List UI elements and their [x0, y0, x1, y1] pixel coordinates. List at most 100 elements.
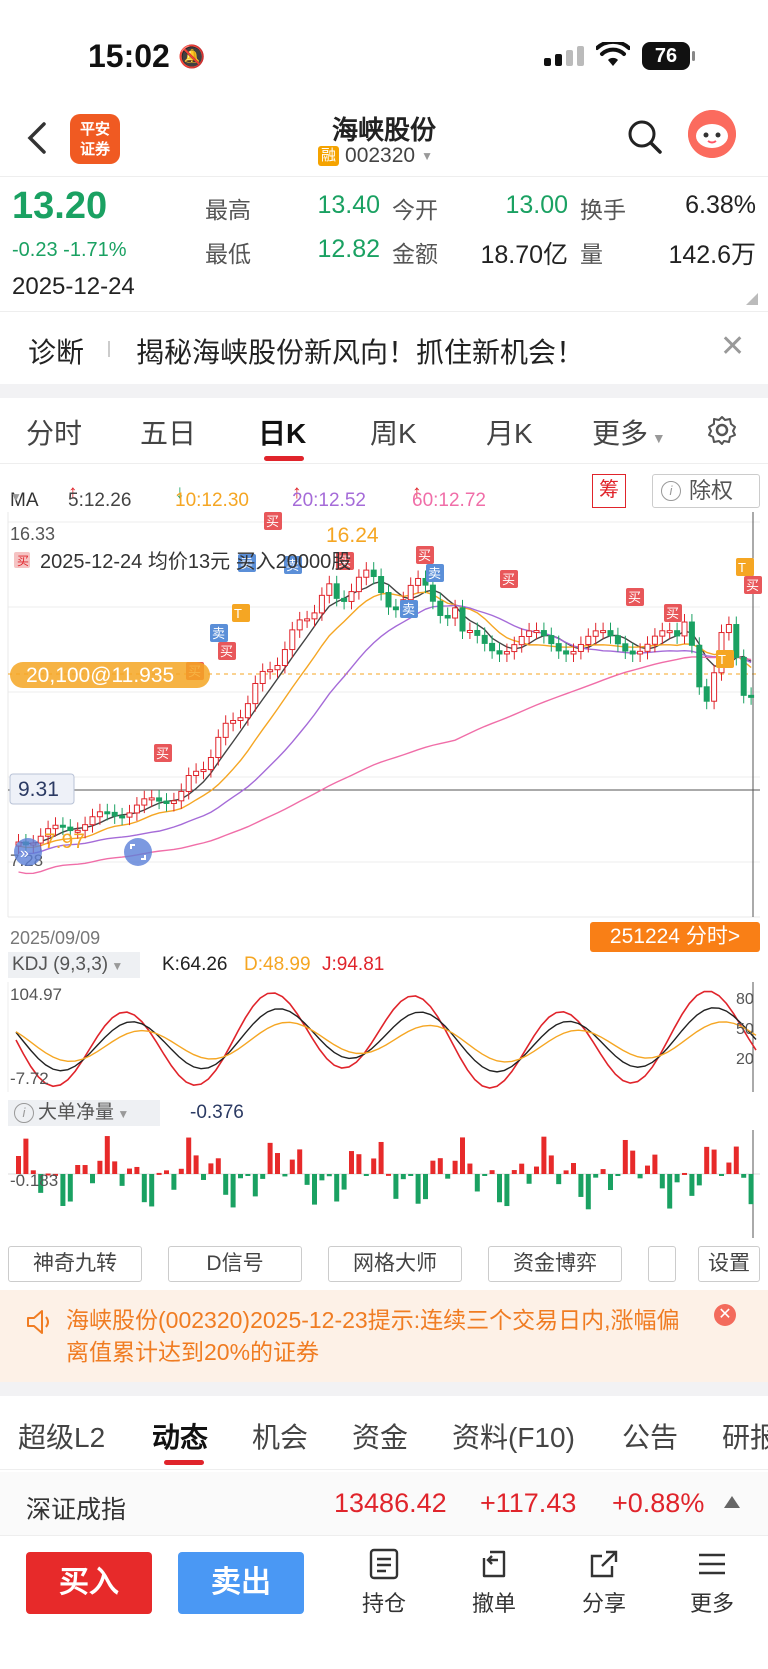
- chip-distribution-button[interactable]: 筹: [592, 474, 626, 508]
- expand-up-icon[interactable]: [724, 1496, 740, 1508]
- dadan-chart[interactable]: -0.183: [0, 1130, 768, 1238]
- buy-button[interactable]: 买入: [26, 1552, 152, 1614]
- dadan-bar: [482, 1174, 488, 1176]
- fullscreen-icon[interactable]: [124, 838, 152, 866]
- kdj-k-line: [15, 1007, 757, 1073]
- kdj-k-value: K:64.26: [162, 954, 228, 975]
- indicator-button[interactable]: 网格大师: [328, 1246, 462, 1282]
- dadan-bar: [400, 1174, 406, 1180]
- dadan-bar: [67, 1174, 73, 1202]
- document-icon: [369, 1548, 399, 1580]
- peak-price-label: 16.24: [326, 524, 379, 547]
- holdings-button[interactable]: 持仓: [344, 1546, 424, 1618]
- amount-label: 金额: [392, 241, 438, 267]
- speaker-icon: [27, 1310, 49, 1334]
- position-label-bg[interactable]: [10, 662, 210, 688]
- diagnosis-text[interactable]: 揭秘海峡股份新风向！抓住新机会！: [136, 337, 585, 368]
- dadan-bar: [245, 1174, 251, 1176]
- tab-news[interactable]: 动态: [152, 1422, 209, 1453]
- tab-research[interactable]: 研报: [722, 1422, 768, 1453]
- index-change-pct: +0.88%: [612, 1488, 705, 1518]
- trade-marker-label: T: [234, 606, 242, 621]
- sell-button[interactable]: 卖出: [178, 1552, 304, 1614]
- tab-funds[interactable]: 资金: [352, 1422, 409, 1453]
- dadan-bar: [326, 1174, 332, 1177]
- ex-rights-button[interactable]: i 除权: [652, 474, 760, 508]
- tab-day-k[interactable]: 日K: [258, 418, 307, 449]
- dadan-bar: [467, 1163, 473, 1174]
- indicator-button[interactable]: 神奇九转: [8, 1246, 142, 1282]
- volume-value: 142.6万: [668, 241, 756, 269]
- share-button[interactable]: 分享: [564, 1546, 644, 1618]
- dadan-bar: [82, 1165, 88, 1174]
- quote-panel[interactable]: 13.20 -0.23 -1.71% 2025-12-24 最高 13.40 今…: [0, 176, 768, 312]
- dadan-bar: [171, 1174, 177, 1190]
- tab-announcement[interactable]: 公告: [622, 1422, 679, 1453]
- candle-body: [185, 775, 192, 792]
- kline-chart[interactable]: 买买买卖T卖买卖买买卖卖买买买T买T 16.33 16.24 买 2025-12…: [0, 512, 768, 922]
- stock-name[interactable]: 海峡股份: [331, 115, 436, 145]
- candle-body: [237, 717, 244, 722]
- dadan-bar: [238, 1174, 243, 1179]
- candle-body: [555, 643, 562, 652]
- dadan-bar: [304, 1174, 310, 1185]
- dadan-selector[interactable]: i 大单净量 ▼: [8, 1100, 160, 1126]
- diagnosis-banner[interactable]: 诊断 揭秘海峡股份新风向！抓住新机会！ ✕: [0, 313, 768, 383]
- status-time: 15:02: [88, 38, 170, 74]
- back-button[interactable]: [22, 118, 62, 162]
- dadan-bar: [371, 1158, 377, 1174]
- dadan-bar: [223, 1174, 229, 1195]
- tab-fenshi[interactable]: 分时: [26, 418, 83, 449]
- position-label: 20,100@11.935: [26, 664, 174, 687]
- cellular-signal-icon: [544, 46, 584, 66]
- broker-logo: 平安 证券: [70, 114, 120, 164]
- tab-five-day[interactable]: 五日: [140, 418, 197, 449]
- low-label: 最低: [205, 241, 251, 267]
- tab-month-k[interactable]: 月K: [486, 418, 533, 449]
- settings-button[interactable]: 设置: [698, 1246, 760, 1282]
- dadan-bar: [201, 1174, 206, 1180]
- avatar[interactable]: [688, 110, 736, 158]
- dadan-bar: [615, 1174, 621, 1176]
- ma-legend[interactable]: MA ▼ 5:12.26 ↑ 10:12.30 ↓ 20:12.52 ↑ 60:…: [10, 482, 486, 511]
- dadan-bar: [230, 1174, 236, 1208]
- candlesticks: [15, 562, 755, 854]
- indicator-button[interactable]: 资金博弈: [488, 1246, 622, 1282]
- candle-body: [466, 629, 473, 633]
- stock-code-selector[interactable]: 融 002320 ▼: [318, 144, 433, 168]
- kdj-chart[interactable]: 104.97 -7.72 80 50 20: [0, 982, 768, 1092]
- kdj-j-line: [15, 990, 757, 1089]
- fenshi-button[interactable]: 251224 分时>: [590, 922, 760, 952]
- more-button[interactable]: 更多: [672, 1546, 752, 1618]
- tab-opportunity[interactable]: 机会: [252, 1422, 309, 1453]
- indicator-button-partial[interactable]: [648, 1246, 676, 1282]
- index-ticker[interactable]: 深证成指 13486.42 +117.43 +0.88%: [0, 1472, 768, 1536]
- indicator-button[interactable]: D信号: [168, 1246, 302, 1282]
- dadan-bar: [645, 1165, 650, 1174]
- dadan-bar: [16, 1156, 21, 1174]
- trade-marker-label: 买: [666, 606, 679, 621]
- search-icon[interactable]: [624, 116, 666, 158]
- expand-left-icon[interactable]: [14, 838, 42, 866]
- tab-week-k[interactable]: 周K: [370, 418, 417, 449]
- dadan-bar: [275, 1153, 280, 1174]
- gear-icon[interactable]: [706, 414, 738, 446]
- tab-f10[interactable]: 资料(F10): [452, 1422, 575, 1453]
- candle-body: [592, 630, 599, 637]
- close-icon[interactable]: ✕: [720, 330, 746, 363]
- candle-body: [311, 612, 318, 620]
- candle-body: [444, 614, 451, 619]
- kdj-selector[interactable]: KDJ (9,3,3) ▼: [8, 952, 140, 978]
- candle-body: [703, 686, 710, 702]
- tab-more[interactable]: 更多 ▼: [592, 418, 666, 449]
- tab-super-l2[interactable]: 超级L2: [18, 1422, 106, 1453]
- fullscreen-glyph: [130, 844, 146, 860]
- kdj-y-high: 104.97: [10, 985, 62, 1004]
- expand-corner-icon[interactable]: [746, 293, 758, 305]
- cancel-order-button[interactable]: 撤单: [454, 1546, 534, 1618]
- share-icon: [590, 1550, 618, 1578]
- high-value: 13.40: [317, 191, 380, 219]
- risk-notice[interactable]: 海峡股份(002320)2025-12-23提示:连续三个交易日内,涨幅偏离值累…: [0, 1290, 768, 1382]
- dadan-bar: [719, 1174, 724, 1176]
- close-icon[interactable]: ✕: [714, 1304, 736, 1326]
